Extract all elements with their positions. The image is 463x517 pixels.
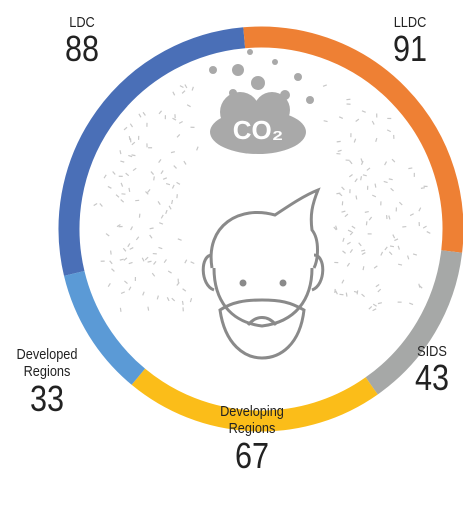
co2-label: CO₂ (233, 115, 284, 145)
person-icon (203, 190, 323, 358)
infographic: CO₂ LDC88 LLDC91 SIDS43 Developing Regions6… (0, 0, 463, 517)
value-label: 43 (402, 360, 462, 396)
category-label: Developed Regions (5, 346, 90, 381)
value-label: 67 (205, 438, 299, 474)
value-label: 88 (48, 31, 116, 67)
ring (69, 37, 453, 421)
ring-segment (69, 38, 244, 274)
value-label: 33 (5, 381, 90, 417)
category-label: Developing Regions (205, 403, 299, 438)
value-label: 91 (376, 31, 444, 67)
co2-cloud: CO₂ (209, 49, 314, 154)
